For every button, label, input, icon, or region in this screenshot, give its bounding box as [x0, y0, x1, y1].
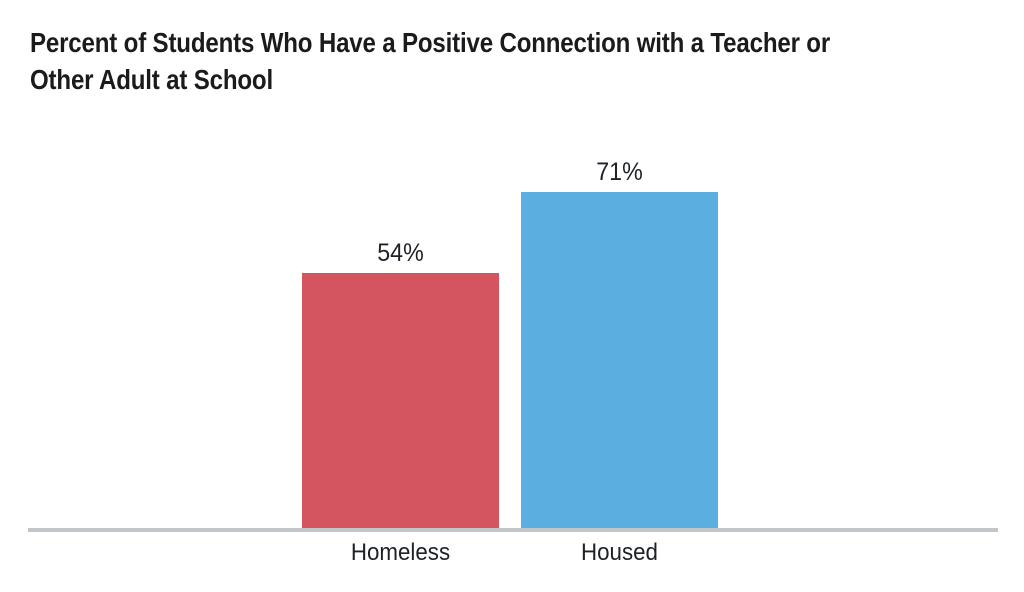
x-axis-baseline [28, 528, 998, 532]
category-label-housed: Housed [581, 539, 658, 566]
category-label-homeless: Homeless [350, 539, 451, 566]
chart-title-line-1: Percent of Students Who Have a Positive … [30, 27, 831, 58]
value-label-homeless: 54% [377, 239, 424, 267]
chart-title-line-2: Other Adult at School [30, 64, 273, 95]
bar-group-housed: 71% Housed [521, 0, 718, 592]
chart-title: Percent of Students Who Have a Positive … [30, 24, 830, 98]
value-label-housed: 71% [596, 158, 643, 186]
bar-homeless [302, 273, 499, 528]
bar-housed [521, 192, 718, 528]
bar-group-homeless: 54% Homeless [302, 0, 499, 592]
